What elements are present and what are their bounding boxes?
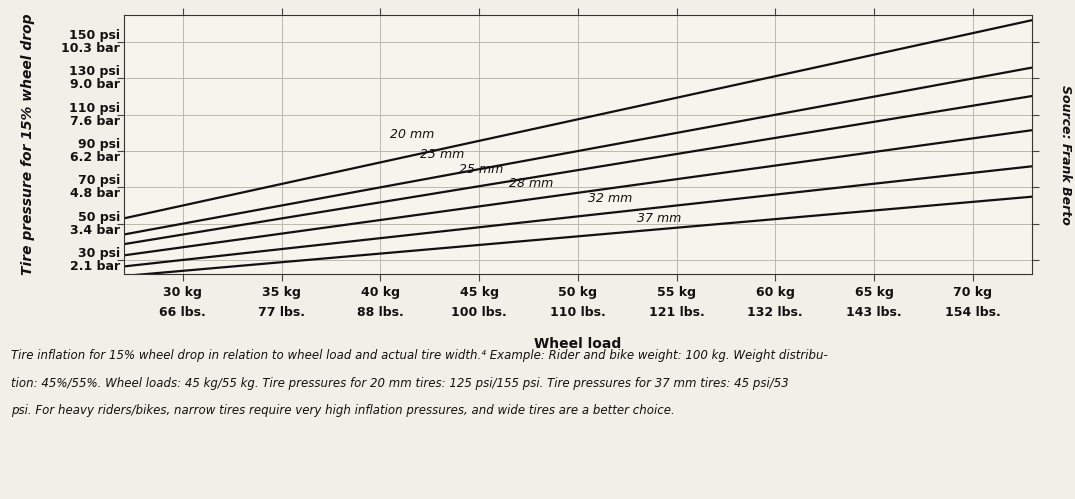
Text: 90 psi: 90 psi bbox=[77, 138, 120, 151]
Text: 4.8 bar: 4.8 bar bbox=[70, 187, 120, 201]
Text: 30 psi: 30 psi bbox=[77, 247, 120, 260]
Text: 70 psi: 70 psi bbox=[77, 174, 120, 187]
Text: 100 lbs.: 100 lbs. bbox=[452, 305, 507, 318]
Text: 45 kg: 45 kg bbox=[460, 286, 499, 299]
Text: tion: 45%/55%. Wheel loads: 45 kg/55 kg. Tire pressures for 20 mm tires: 125 psi: tion: 45%/55%. Wheel loads: 45 kg/55 kg.… bbox=[11, 377, 788, 390]
Text: 143 lbs.: 143 lbs. bbox=[846, 305, 902, 318]
Text: 35 kg: 35 kg bbox=[262, 286, 301, 299]
Text: 37 mm: 37 mm bbox=[637, 212, 682, 225]
Text: Tire inflation for 15% wheel drop in relation to wheel load and actual tire widt: Tire inflation for 15% wheel drop in rel… bbox=[11, 349, 828, 362]
Text: 50 kg: 50 kg bbox=[558, 286, 598, 299]
Text: Wheel load: Wheel load bbox=[534, 337, 621, 351]
Text: 40 kg: 40 kg bbox=[361, 286, 400, 299]
Text: 50 psi: 50 psi bbox=[77, 211, 120, 224]
Text: 20 mm: 20 mm bbox=[390, 128, 434, 141]
Text: 132 lbs.: 132 lbs. bbox=[747, 305, 803, 318]
Text: 23 mm: 23 mm bbox=[420, 148, 464, 161]
Text: 30 kg: 30 kg bbox=[163, 286, 202, 299]
Text: Tire pressure for 15% wheel drop: Tire pressure for 15% wheel drop bbox=[22, 14, 35, 275]
Text: 32 mm: 32 mm bbox=[588, 192, 632, 205]
Text: 88 lbs.: 88 lbs. bbox=[357, 305, 404, 318]
Text: 150 psi: 150 psi bbox=[69, 29, 120, 42]
Text: 130 psi: 130 psi bbox=[69, 65, 120, 78]
Text: 77 lbs.: 77 lbs. bbox=[258, 305, 305, 318]
Text: 60 kg: 60 kg bbox=[756, 286, 794, 299]
Text: 65 kg: 65 kg bbox=[855, 286, 893, 299]
Text: 10.3 bar: 10.3 bar bbox=[61, 42, 120, 55]
Text: 9.0 bar: 9.0 bar bbox=[70, 78, 120, 91]
Text: 28 mm: 28 mm bbox=[508, 177, 553, 190]
Text: Source: Frank Berto: Source: Frank Berto bbox=[1059, 85, 1072, 225]
Text: 25 mm: 25 mm bbox=[459, 163, 503, 176]
Text: psi. For heavy riders/bikes, narrow tires require very high inflation pressures,: psi. For heavy riders/bikes, narrow tire… bbox=[11, 404, 674, 417]
Text: 55 kg: 55 kg bbox=[657, 286, 696, 299]
Text: 66 lbs.: 66 lbs. bbox=[159, 305, 206, 318]
Text: 154 lbs.: 154 lbs. bbox=[945, 305, 1001, 318]
Text: 70 kg: 70 kg bbox=[954, 286, 992, 299]
Text: 110 lbs.: 110 lbs. bbox=[550, 305, 605, 318]
Text: 7.6 bar: 7.6 bar bbox=[70, 115, 120, 128]
Text: 6.2 bar: 6.2 bar bbox=[70, 151, 120, 164]
Text: 110 psi: 110 psi bbox=[69, 102, 120, 115]
Text: 2.1 bar: 2.1 bar bbox=[70, 260, 120, 273]
Text: 3.4 bar: 3.4 bar bbox=[70, 224, 120, 237]
Text: 121 lbs.: 121 lbs. bbox=[648, 305, 704, 318]
